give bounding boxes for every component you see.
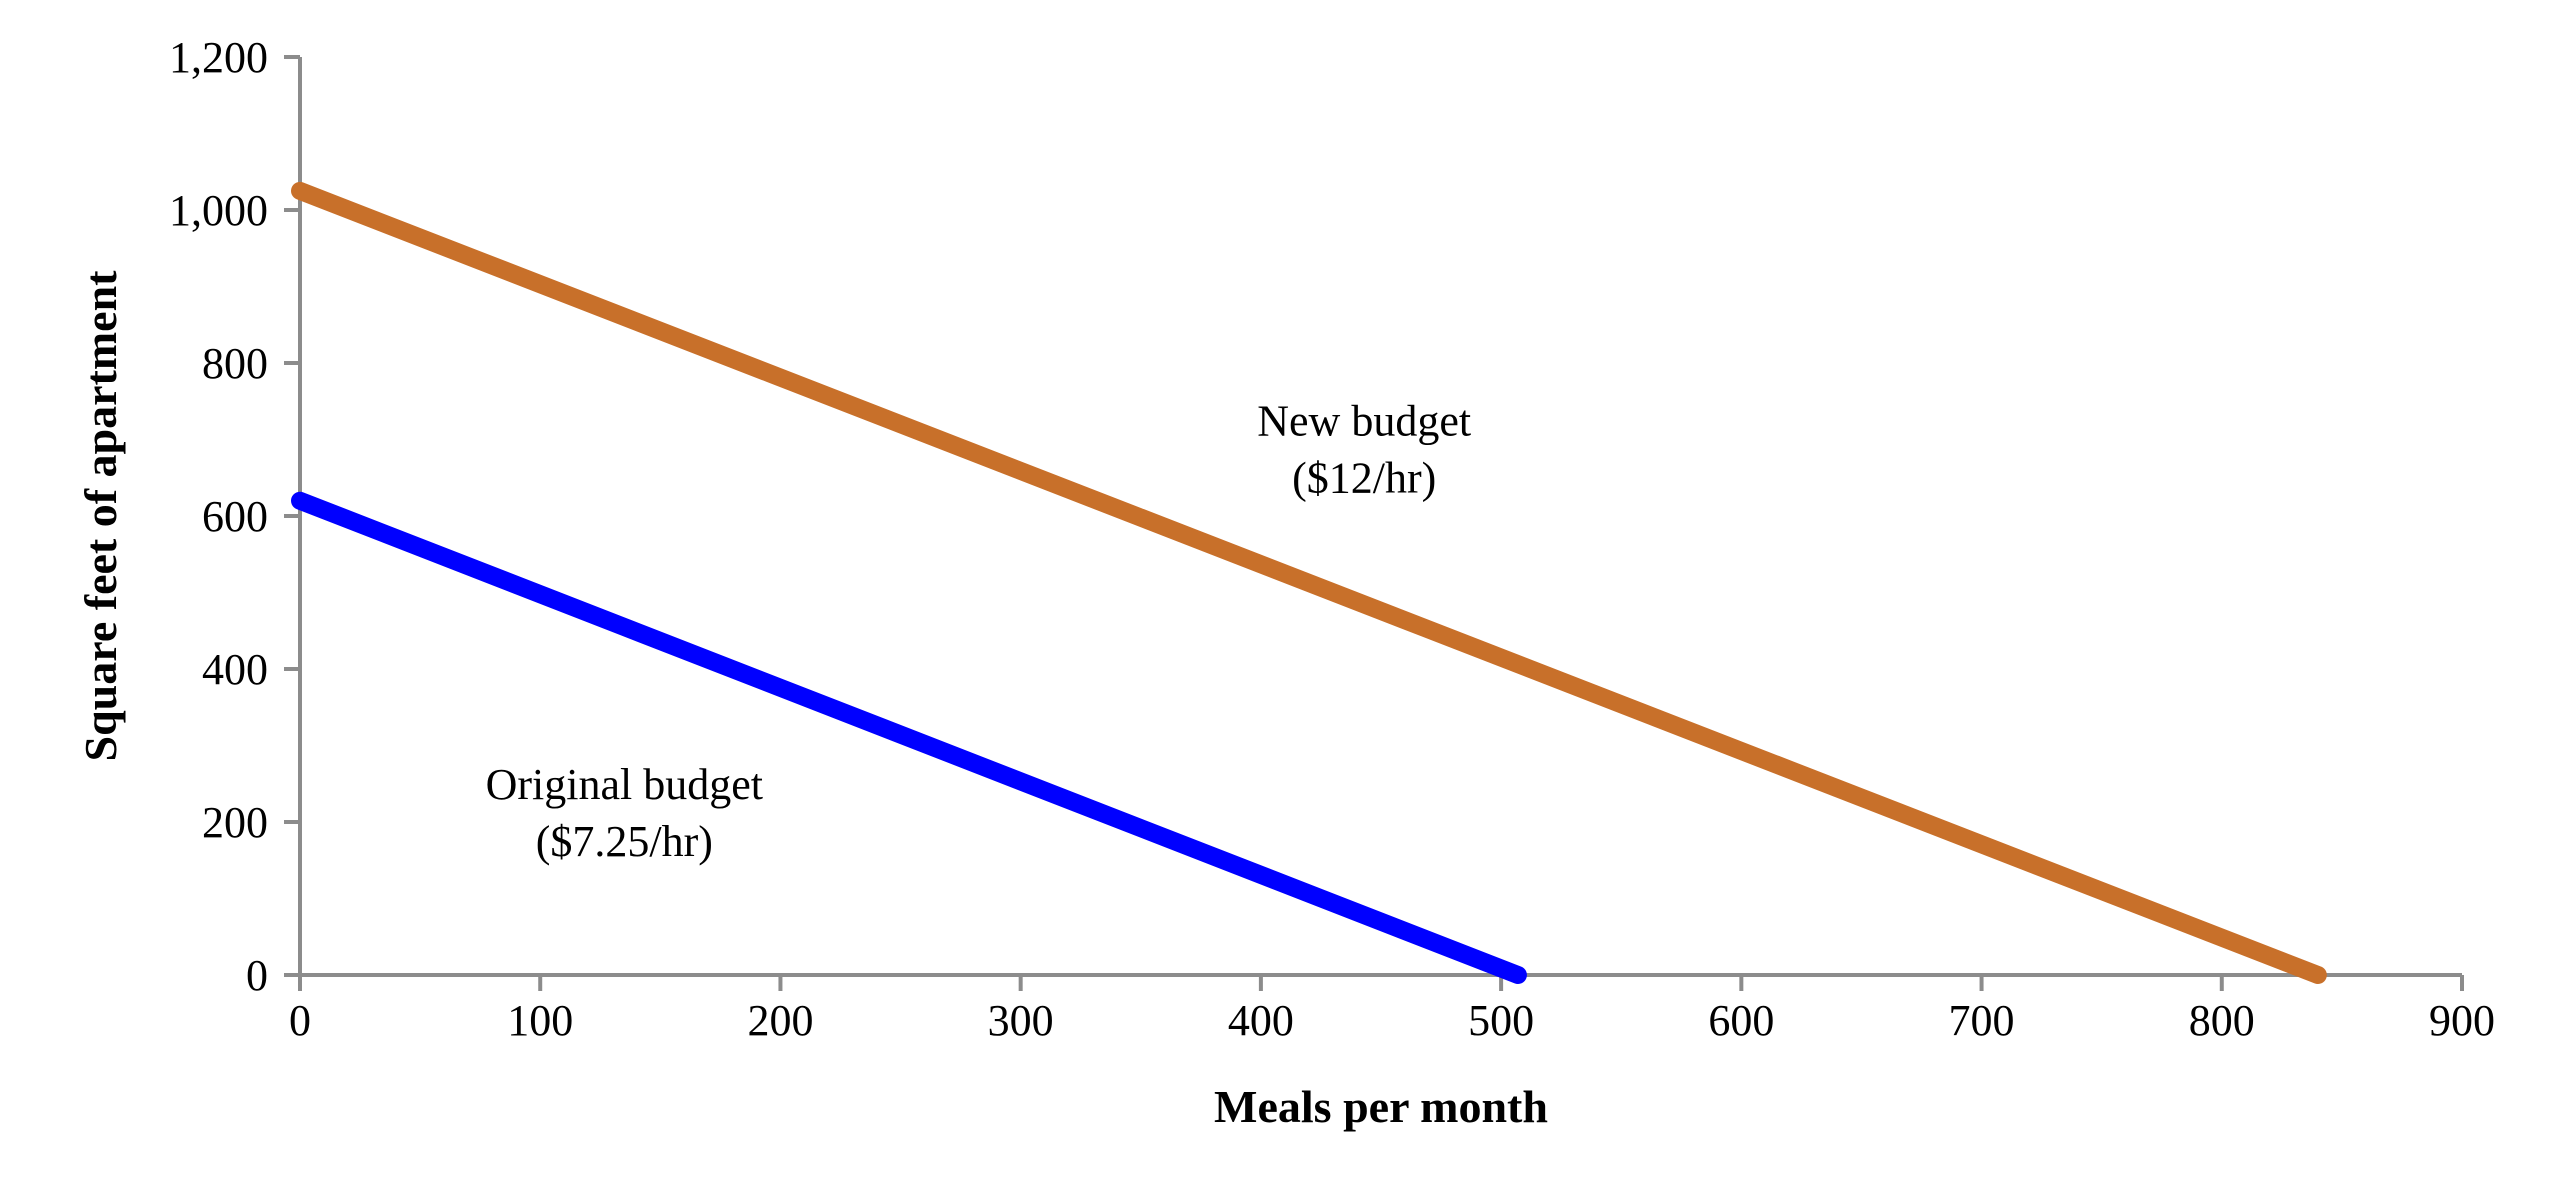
y-tick-label: 400 [202,645,268,694]
x-tick-label: 100 [507,996,573,1045]
series-annotation-1: Original budget ($7.25/hr) [486,760,763,866]
x-tick-label: 200 [747,996,813,1045]
series-layer [291,181,2327,984]
series-annotation-2: New budget ($12/hr) [1257,397,1471,503]
y-tick-label: 200 [202,798,268,847]
x-tick-label: 900 [2429,996,2495,1045]
annotation-line: ($7.25/hr) [536,817,713,866]
annotation-layer: Original budget ($7.25/hr) New budget ($12/… [486,397,1472,866]
y-tick-label: 0 [246,951,268,1000]
x-tick-label: 400 [1228,996,1294,1045]
y-axis-title: Square feet of apartment [75,270,126,762]
axes: 0 200 400 600 800 1,000 1,200 0 100 200 300 400 500 6… [169,33,2495,1045]
series-line-2 [291,181,2327,984]
y-tick-label: 1,200 [169,33,268,82]
annotation-line: Original budget [486,760,763,809]
y-tick-label: 800 [202,339,268,388]
x-tick-label: 700 [1949,996,2015,1045]
annotation-line: New budget [1257,397,1471,446]
x-axis-title: Meals per month [1214,1081,1548,1132]
x-tick-label: 0 [289,996,311,1045]
x-tick-label: 300 [988,996,1054,1045]
annotation-line: ($12/hr) [1292,454,1436,503]
x-tick-label: 500 [1468,996,1534,1045]
x-tick-label: 800 [2189,996,2255,1045]
y-tick-label: 600 [202,492,268,541]
x-tick-label: 600 [1708,996,1774,1045]
series-line-1 [291,491,1527,984]
y-tick-label: 1,000 [169,186,268,235]
